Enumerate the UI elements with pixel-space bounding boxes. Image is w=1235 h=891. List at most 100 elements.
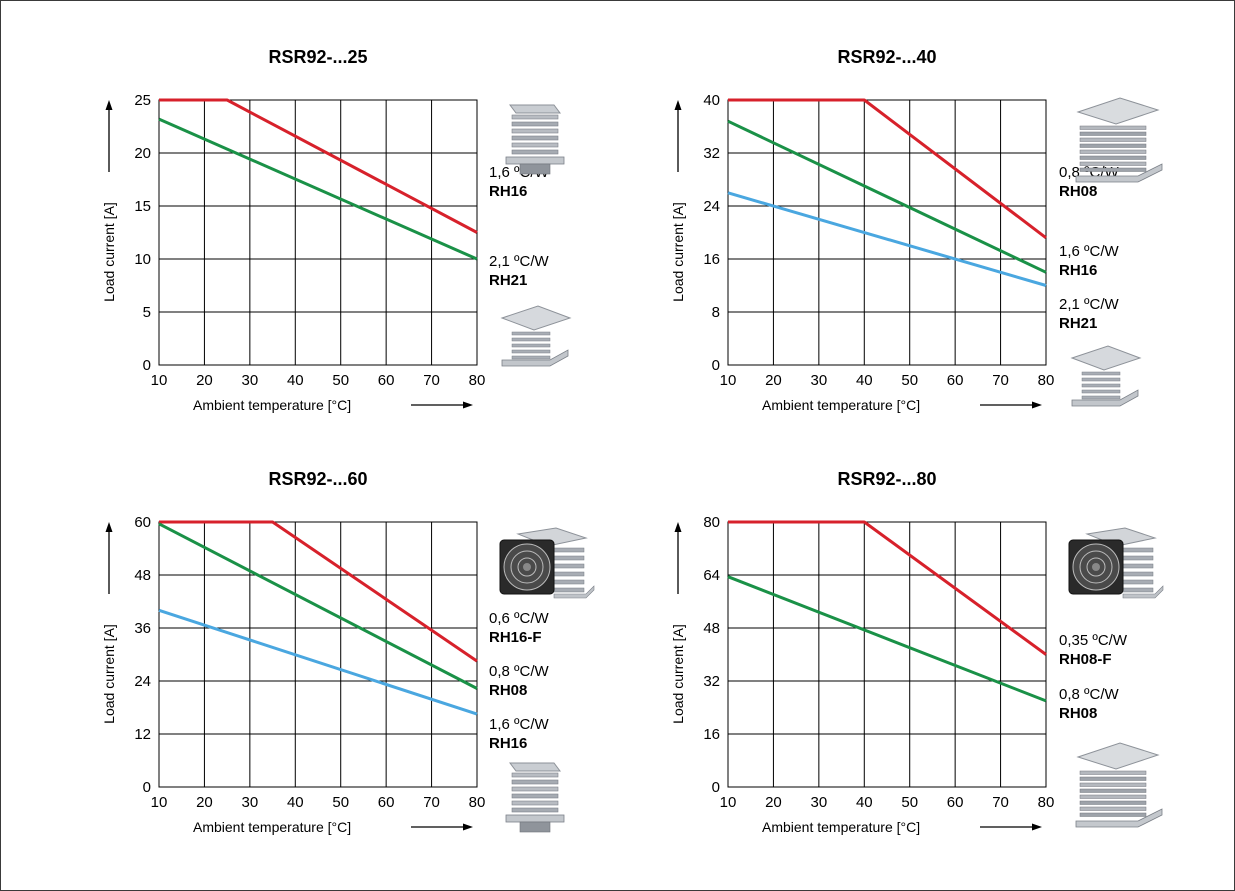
x-tick-label: 30 (811, 372, 828, 389)
y-tick-label: 0 (143, 357, 151, 374)
fan-heatsink-icon (499, 527, 595, 599)
x-tick-label: 60 (378, 794, 395, 811)
x-tick-label: 20 (196, 794, 213, 811)
series-line-blue (727, 191, 1047, 287)
y-tick-label: 10 (134, 251, 151, 268)
large-heatsink-icon (1075, 742, 1163, 828)
x-tick-label: 50 (901, 794, 918, 811)
y-tick-label: 64 (703, 567, 720, 584)
y-tick-label: 5 (143, 304, 151, 321)
chart-3: RSR92-...80 10 20 30 40 50 60 70 80 0 16 32 48 64 80 Am… (670, 469, 1164, 835)
x-axis-label: Ambient temperature [°C] (762, 397, 920, 413)
y-tick-label: 0 (712, 779, 720, 796)
y-axis-arrow-icon (674, 522, 682, 594)
heatsink-name: RH16 (489, 183, 527, 200)
y-tick-label: 0 (143, 779, 151, 796)
plot-grid (158, 521, 478, 788)
finned-heatsink-icon (505, 104, 565, 175)
heatsink-rating: 0,6 ºC/W (489, 610, 549, 627)
series-line-green (158, 117, 478, 261)
x-tick-label: 30 (811, 794, 828, 811)
heatsink-name: RH21 (1059, 315, 1097, 332)
heatsink-name: RH08 (1059, 183, 1097, 200)
x-tick-label: 60 (947, 794, 964, 811)
heatsink-name: RH16-F (489, 629, 542, 646)
x-tick-label: 50 (332, 372, 349, 389)
chart-2: RSR92-...60 10 20 30 40 50 60 70 80 0 12 24 36 48 60 Am… (101, 469, 595, 835)
series-line-red (159, 98, 478, 234)
x-tick-label: 80 (1038, 372, 1055, 389)
x-tick-label: 50 (332, 794, 349, 811)
x-tick-label: 80 (1038, 794, 1055, 811)
x-tick-label: 40 (856, 372, 873, 389)
y-tick-label: 48 (703, 620, 720, 637)
y-tick-label: 12 (134, 726, 151, 743)
heatsink-rating: 0,8 ºC/W (489, 663, 549, 680)
x-tick-label: 80 (469, 372, 486, 389)
y-tick-label: 48 (134, 567, 151, 584)
heatsink-name: RH21 (489, 272, 527, 289)
y-axis-label: Load current [A] (101, 624, 117, 724)
x-tick-label: 40 (287, 372, 304, 389)
x-tick-label: 20 (765, 372, 782, 389)
series-line-green (727, 119, 1047, 274)
y-tick-label: 32 (703, 145, 720, 162)
x-tick-label: 60 (378, 372, 395, 389)
y-tick-label: 36 (134, 620, 151, 637)
y-tick-label: 40 (703, 92, 720, 109)
x-tick-label: 80 (469, 794, 486, 811)
y-axis-label: Load current [A] (101, 202, 117, 302)
series-line-green (158, 522, 478, 690)
plot-grid (158, 99, 478, 366)
x-tick-label: 70 (423, 794, 440, 811)
y-tick-label: 16 (703, 726, 720, 743)
x-tick-label: 10 (151, 372, 168, 389)
heatsink-name: RH16 (1059, 262, 1097, 279)
x-tick-label: 70 (992, 372, 1009, 389)
y-axis-arrow-icon (674, 100, 682, 172)
plot-grid (727, 99, 1047, 366)
y-tick-label: 8 (712, 304, 720, 321)
x-tick-label: 40 (287, 794, 304, 811)
chart-title: RSR92-...40 (837, 47, 936, 67)
chart-1: RSR92-...40 10 20 30 40 50 60 70 80 0 8 16 24 32 40 Amb… (670, 47, 1163, 413)
flat-heatsink-icon (500, 305, 572, 367)
x-tick-label: 60 (947, 372, 964, 389)
y-tick-label: 80 (703, 514, 720, 531)
x-tick-label: 30 (242, 794, 259, 811)
fan-heatsink-icon (1068, 527, 1164, 599)
x-axis-label: Ambient temperature [°C] (193, 819, 351, 835)
heatsink-rating: 2,1 ºC/W (1059, 296, 1119, 313)
y-tick-label: 24 (134, 673, 151, 690)
heatsink-name: RH08-F (1059, 651, 1112, 668)
chart-title: RSR92-...60 (268, 469, 367, 489)
x-tick-label: 10 (720, 372, 737, 389)
x-tick-label: 20 (196, 372, 213, 389)
plot-grid (727, 521, 1047, 788)
x-axis-label: Ambient temperature [°C] (762, 819, 920, 835)
x-axis-label: Ambient temperature [°C] (193, 397, 351, 413)
series-line-red (159, 520, 478, 663)
heatsink-name: RH08 (1059, 705, 1097, 722)
y-tick-label: 60 (134, 514, 151, 531)
chart-title: RSR92-...80 (837, 469, 936, 489)
x-axis-arrow-icon (411, 823, 473, 831)
y-axis-arrow-icon (105, 100, 113, 172)
x-tick-label: 10 (151, 794, 168, 811)
series-line-red (728, 98, 1047, 239)
series-line-blue (158, 608, 478, 716)
y-tick-label: 15 (134, 198, 151, 215)
y-axis-arrow-icon (105, 522, 113, 594)
x-tick-label: 50 (901, 372, 918, 389)
x-tick-label: 20 (765, 794, 782, 811)
x-tick-label: 70 (992, 794, 1009, 811)
x-axis-arrow-icon (980, 401, 1042, 409)
series-line-red (728, 520, 1047, 656)
x-tick-label: 70 (423, 372, 440, 389)
heatsink-rating: 1,6 ºC/W (489, 716, 549, 733)
finned-heatsink-icon (505, 762, 565, 833)
series-line-green (727, 575, 1047, 703)
y-tick-label: 32 (703, 673, 720, 690)
heatsink-name: RH08 (489, 682, 527, 699)
